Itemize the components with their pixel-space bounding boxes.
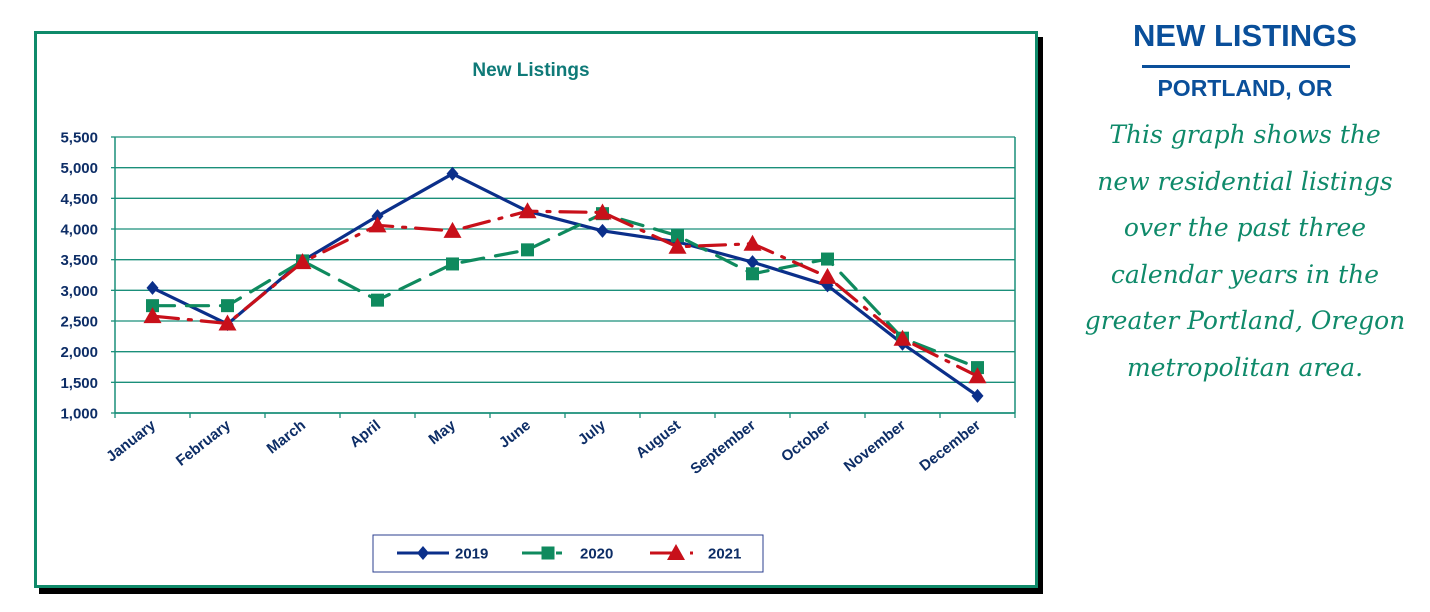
- x-tick-label: December: [916, 417, 984, 475]
- description-line: metropolitan area.: [1126, 352, 1364, 382]
- data-point-2021: [518, 202, 537, 219]
- y-tick-label: 4,000: [60, 222, 98, 239]
- chart-title: New Listings: [472, 60, 589, 81]
- description-line: calendar years in the: [1110, 259, 1380, 289]
- legend-marker-2019: [417, 546, 429, 560]
- data-point-2020: [821, 252, 834, 266]
- y-tick-label: 2,500: [60, 314, 98, 331]
- legend: 2019 2020 2021: [372, 534, 764, 573]
- data-point-2019: [446, 166, 459, 181]
- data-point-2020: [446, 257, 459, 271]
- series-lines: [143, 166, 987, 403]
- y-tick-label: 1,000: [60, 406, 98, 423]
- data-point-2021: [368, 216, 387, 233]
- description-line: over the past three: [1123, 213, 1367, 242]
- x-tick-label: April: [347, 417, 384, 451]
- data-point-2020: [221, 299, 234, 313]
- y-tick-label: 3,500: [60, 252, 98, 269]
- x-tick-label: January: [103, 416, 159, 465]
- data-point-2021: [668, 237, 687, 254]
- description-line: This graph shows the: [1109, 120, 1381, 149]
- y-tick-label: 3,000: [60, 283, 98, 300]
- data-point-2021: [818, 267, 837, 284]
- gridlines: [115, 136, 1015, 383]
- x-axis: [111, 136, 1016, 418]
- legend-label-2021: 2021: [708, 546, 741, 563]
- line-chart: New Listings 1,000 1,500 2,000 2,500 3,000 3,…: [60, 60, 1016, 573]
- x-axis-tick-labels: January February March April May June July Augu…: [103, 416, 984, 478]
- side-title: NEW LISTINGS: [1133, 18, 1357, 53]
- data-point-2021: [443, 221, 462, 238]
- x-tick-label: May: [425, 416, 459, 448]
- legend-label-2019: 2019: [455, 546, 488, 563]
- data-point-2021: [143, 307, 162, 324]
- data-point-2020: [146, 299, 159, 313]
- side-description: This graph shows the new residential lis…: [1060, 112, 1430, 391]
- data-point-2020: [746, 267, 759, 281]
- data-point-2019: [146, 280, 159, 295]
- side-divider: [1142, 65, 1350, 68]
- description-line: greater Portland, Oregon: [1084, 306, 1406, 335]
- y-tick-label: 5,500: [60, 130, 98, 147]
- y-tick-label: 4,500: [60, 191, 98, 208]
- data-point-2021: [593, 203, 612, 220]
- data-point-2019: [971, 388, 984, 403]
- x-tick-label: November: [841, 417, 909, 476]
- legend-marker-2021: [667, 544, 685, 560]
- x-tick-label: October: [778, 417, 834, 466]
- x-tick-label: February: [173, 416, 235, 469]
- y-tick-label: 2,000: [60, 344, 98, 361]
- data-point-2021: [968, 367, 987, 384]
- x-tick-label: August: [633, 417, 684, 462]
- data-point-2019: [746, 255, 759, 270]
- data-point-2021: [893, 329, 912, 346]
- x-tick-label: July: [575, 416, 610, 448]
- data-point-2021: [743, 234, 762, 251]
- side-subtitle: PORTLAND, OR: [1157, 75, 1333, 101]
- y-axis-tick-labels: 1,000 1,500 2,000 2,500 3,000 3,500 4,000 4,500…: [60, 130, 98, 423]
- y-tick-label: 1,500: [60, 375, 98, 392]
- series-2021: [143, 202, 987, 384]
- description-line: new residential listings: [1097, 166, 1393, 196]
- x-tick-label: September: [687, 417, 759, 478]
- data-point-2020: [371, 293, 384, 307]
- chart-frame: [34, 31, 1038, 588]
- x-tick-label: June: [496, 417, 534, 452]
- series-line-2021: [150, 209, 980, 378]
- series-2020: [146, 207, 984, 375]
- legend-marker-2020: [541, 546, 555, 560]
- legend-label-2020: 2020: [580, 546, 613, 563]
- y-tick-label: 5,000: [60, 160, 98, 177]
- data-point-2020: [671, 229, 684, 243]
- x-tick-label: March: [264, 417, 309, 458]
- data-point-2019: [596, 223, 609, 238]
- data-point-2021: [293, 253, 312, 270]
- data-point-2019: [371, 209, 384, 224]
- data-point-2020: [521, 243, 534, 257]
- data-point-2021: [218, 314, 237, 331]
- series-2019: [146, 166, 984, 403]
- series-line-2020: [150, 212, 980, 370]
